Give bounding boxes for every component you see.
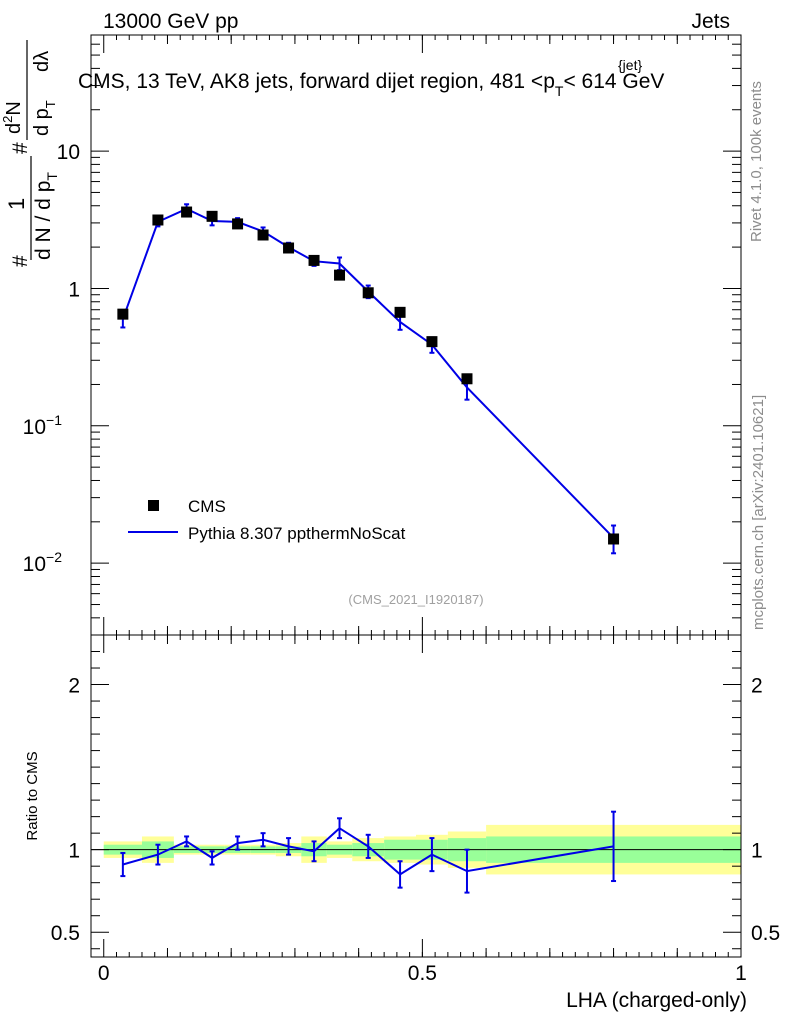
cms-data-point <box>608 533 620 545</box>
main-frame <box>90 34 742 636</box>
title-end: < 614 GeV <box>563 70 664 93</box>
header-energy: 13000 GeV pp <box>103 10 238 33</box>
ratio-y-tick-label-left: 0.5 <box>51 922 80 945</box>
title-sub: T <box>555 83 564 99</box>
ratio-y-tick-label-right: 0.5 <box>751 922 780 945</box>
ratio-y-tick-label-right: 1 <box>751 840 763 863</box>
ylabel-dl: dλ <box>31 51 53 72</box>
cms-data-point <box>362 287 374 299</box>
ratio-y-tick-label-right: 2 <box>751 675 763 698</box>
cms-data-point <box>461 373 473 385</box>
reference-tag: (CMS_2021_I1920187) <box>348 592 483 607</box>
ylabel-dn-sub: T <box>44 172 60 181</box>
ylabel-hash1: # <box>9 255 32 267</box>
cms-data-point <box>117 308 129 320</box>
main-y-tick-label: 10−1 <box>23 412 63 439</box>
ratio-line <box>122 826 614 876</box>
main-title: CMS, 13 TeV, AK8 jets, forward dijet reg… <box>78 70 664 99</box>
cms-data-point <box>181 206 193 218</box>
ylabel-dn-text: d N / d p <box>32 181 55 260</box>
main-ticks <box>91 34 742 636</box>
main-y-tick-label: 10−2 <box>23 549 63 576</box>
cms-data-point <box>257 229 269 241</box>
mcplots-label: mcplots.cern.ch [arXiv:2401.10621] <box>750 395 767 630</box>
ylabel-dpt-sub: T <box>43 100 58 108</box>
y-tick-base: 10 <box>23 553 46 576</box>
header-category: Jets <box>691 10 730 33</box>
legend-label-cms: CMS <box>188 497 226 516</box>
cms-data-point <box>426 336 438 348</box>
legend: CMS Pythia 8.307 ppthermNoScat <box>128 497 406 543</box>
ylabel-d2n-n: N <box>3 101 25 115</box>
rivet-label: Rivet 4.1.0, 100k events <box>748 81 765 242</box>
x-tick-label: 0 <box>98 962 110 985</box>
ylabel-hash2: # <box>9 142 32 154</box>
ratio-y-tick-label-left: 1 <box>68 840 80 863</box>
main-ylabel: # 1 d N / d pT # d2N d pT dλ <box>0 40 60 267</box>
legend-marker-cms <box>148 500 159 511</box>
ylabel-one: 1 <box>4 198 29 210</box>
ylabel-dn: d N / d pT <box>32 172 60 260</box>
cms-data-point <box>232 218 244 230</box>
y-tick-exp: −2 <box>46 549 62 565</box>
main-y-tick-label: 1 <box>68 278 80 301</box>
title-sup: {jet} <box>618 57 642 73</box>
ratio-y-tick-label-left: 2 <box>68 675 80 698</box>
mc-line <box>121 207 615 539</box>
ratio-panel: 0.5 0.51 12 20 0.5 1 <box>51 634 780 985</box>
main-y-tick-label: 10 <box>57 141 80 164</box>
ratio-frame <box>90 634 742 958</box>
ylabel-d2n-d: d <box>3 123 25 134</box>
ylabel-d2n: d2N <box>0 101 25 134</box>
cms-data-point <box>334 269 346 281</box>
ylabel-dpt-text: d p <box>31 108 53 136</box>
ratio-ylabel: Ratio to CMS <box>24 751 41 840</box>
title-text: CMS, 13 TeV, AK8 jets, forward dijet reg… <box>78 70 555 93</box>
y-tick-base: 10 <box>23 416 46 439</box>
cms-data-point <box>152 214 164 226</box>
cms-data-point <box>283 242 295 254</box>
x-tick-label: 0.5 <box>408 962 437 985</box>
cms-data-point <box>206 210 218 222</box>
y-tick-exp: −1 <box>46 412 62 428</box>
ylabel-dpt: d pT <box>31 100 58 136</box>
cms-data-point <box>308 254 320 266</box>
x-tick-label: 1 <box>735 962 747 985</box>
legend-label-mc: Pythia 8.307 ppthermNoScat <box>188 524 406 543</box>
cms-data-point <box>394 306 406 318</box>
ratio-ticks <box>91 635 742 957</box>
ylabel-d2n-sup: 2 <box>0 116 15 123</box>
x-axis-label: LHA (charged-only) <box>566 989 747 1012</box>
